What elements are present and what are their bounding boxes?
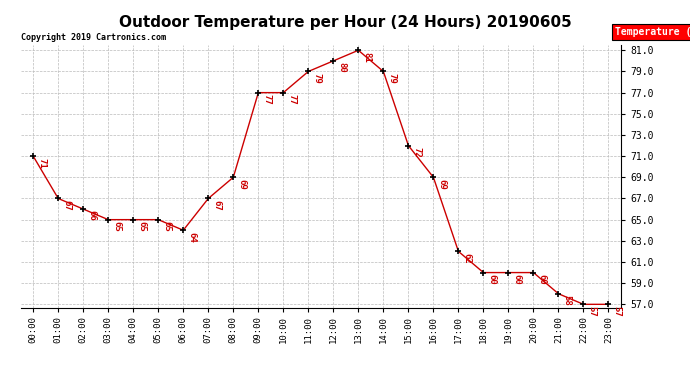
Text: 62: 62 — [462, 253, 471, 264]
Text: 79: 79 — [313, 73, 322, 84]
Text: 64: 64 — [188, 232, 197, 242]
Text: 77: 77 — [288, 94, 297, 105]
Text: 80: 80 — [337, 62, 346, 73]
Text: 77: 77 — [262, 94, 271, 105]
Text: 79: 79 — [388, 73, 397, 84]
Text: 60: 60 — [488, 274, 497, 285]
Text: Copyright 2019 Cartronics.com: Copyright 2019 Cartronics.com — [21, 33, 166, 42]
Text: 65: 65 — [137, 221, 146, 232]
Text: 57: 57 — [588, 306, 597, 316]
Text: 81: 81 — [362, 52, 371, 62]
Text: Outdoor Temperature per Hour (24 Hours) 20190605: Outdoor Temperature per Hour (24 Hours) … — [119, 15, 571, 30]
Text: 67: 67 — [62, 200, 71, 211]
Text: 60: 60 — [538, 274, 546, 285]
Text: 72: 72 — [413, 147, 422, 158]
Text: 66: 66 — [88, 210, 97, 221]
Text: 57: 57 — [613, 306, 622, 316]
Text: 67: 67 — [213, 200, 221, 211]
Text: 60: 60 — [513, 274, 522, 285]
Text: Temperature (°F): Temperature (°F) — [615, 27, 690, 37]
Text: 69: 69 — [437, 179, 446, 189]
Text: 58: 58 — [562, 295, 571, 306]
Text: 71: 71 — [37, 158, 46, 168]
Text: 69: 69 — [237, 179, 246, 189]
Text: 65: 65 — [112, 221, 121, 232]
Text: 65: 65 — [162, 221, 171, 232]
